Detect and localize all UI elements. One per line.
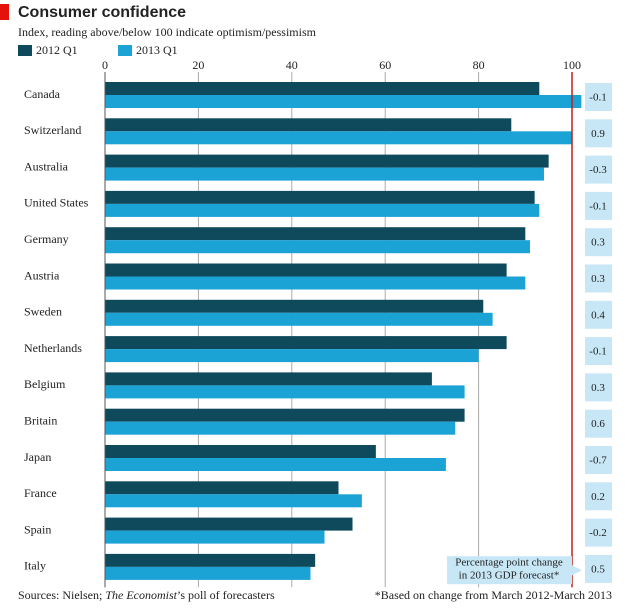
- y-tick-label: Spain: [24, 522, 51, 536]
- gdp-change: 0.2: [591, 491, 605, 503]
- y-tick-label: Britain: [24, 413, 57, 427]
- y-tick-label: Japan: [24, 450, 51, 464]
- gdp-box: [585, 337, 612, 366]
- footnote: *Based on change from March 2012-March 2…: [375, 588, 612, 602]
- bar: [105, 481, 339, 495]
- gdp-box: [585, 446, 612, 474]
- bar: [105, 421, 456, 435]
- gdp-box: [585, 83, 612, 111]
- gdp-change: -0.7: [589, 455, 607, 467]
- bar: [105, 263, 507, 277]
- gdp-change: -0.1: [589, 200, 606, 212]
- bar: [105, 154, 549, 168]
- bar: [105, 336, 507, 350]
- gdp-change: -0.1: [589, 92, 606, 104]
- y-tick-label: Australia: [24, 159, 69, 173]
- gdp-box: [585, 264, 612, 293]
- gdp-box: [585, 482, 612, 511]
- gdp-change: 0.9: [591, 128, 605, 140]
- bar: [105, 227, 526, 241]
- bar: [105, 131, 572, 145]
- bar: [105, 203, 540, 217]
- bar: [105, 82, 540, 95]
- x-tick-label: 100: [563, 58, 581, 72]
- legend-label: 2012 Q1: [36, 43, 78, 57]
- bar: [105, 408, 465, 422]
- legend-swatch: [118, 45, 132, 56]
- bar: [105, 458, 446, 471]
- chart-subtitle: Index, reading above/below 100 indicate …: [18, 25, 317, 39]
- gdp-label: in 2013 GDP forecast*: [459, 570, 560, 582]
- bar: [105, 190, 535, 204]
- gdp-change: 0.5: [591, 563, 605, 575]
- source-part: ’s poll of forecasters: [177, 588, 275, 602]
- source-part: The Economist: [105, 588, 177, 602]
- y-tick-label: Italy: [24, 559, 46, 573]
- gdp-change: 0.4: [591, 309, 605, 321]
- source-part: Sources: Nielsen;: [18, 588, 105, 602]
- brand-mark: [0, 4, 9, 20]
- bar: [105, 276, 526, 290]
- chart-title: Consumer confidence: [18, 4, 186, 21]
- gdp-change: -0.1: [589, 346, 606, 358]
- gdp-change: -0.3: [589, 164, 607, 176]
- bar: [105, 517, 353, 531]
- gdp-label-box: [447, 556, 572, 585]
- y-tick-label: Belgium: [24, 377, 66, 391]
- y-tick-label: Austria: [24, 268, 60, 282]
- bar: [105, 553, 316, 567]
- gdp-box: [585, 300, 612, 329]
- gdp-box: [585, 119, 612, 148]
- source: Sources: Nielsen; The Economist’s poll o…: [18, 588, 275, 602]
- bar: [105, 385, 465, 399]
- legend-swatch: [18, 45, 32, 56]
- x-tick-label: 0: [102, 58, 108, 72]
- y-tick-label: Sweden: [24, 305, 62, 319]
- x-tick-label: 40: [286, 58, 298, 72]
- bar: [105, 566, 311, 580]
- gdp-box: [585, 228, 612, 257]
- gdp-label: Percentage point change: [455, 557, 563, 569]
- bar: [105, 118, 512, 132]
- gdp-box: [585, 518, 612, 547]
- bar: [105, 349, 479, 363]
- x-tick-label: 20: [192, 58, 204, 72]
- x-tick-label: 60: [379, 58, 391, 72]
- y-tick-label: United States: [24, 196, 89, 210]
- gdp-label-pointer: [572, 565, 582, 576]
- y-tick-label: Netherlands: [24, 341, 82, 355]
- y-tick-label: Switzerland: [24, 123, 81, 137]
- bar: [105, 167, 544, 181]
- x-tick-label: 80: [473, 58, 485, 72]
- gdp-box: [585, 409, 612, 438]
- y-tick-label: Canada: [24, 87, 61, 101]
- bar: [105, 312, 493, 326]
- bar: [105, 240, 530, 254]
- gdp-change: 0.3: [591, 237, 605, 249]
- gdp-change: 0.3: [591, 382, 605, 394]
- bar: [105, 494, 362, 508]
- bar: [105, 299, 484, 313]
- gdp-box: [585, 155, 612, 184]
- gdp-box: [585, 191, 612, 220]
- y-tick-label: France: [24, 486, 57, 500]
- bar: [105, 445, 376, 458]
- bar: [105, 95, 582, 108]
- gdp-change: 0.6: [591, 418, 605, 430]
- gdp-change: 0.3: [591, 273, 605, 285]
- gdp-change: -0.2: [589, 527, 606, 539]
- bar: [105, 372, 432, 386]
- gdp-box: [585, 373, 612, 402]
- gdp-box: [585, 554, 612, 583]
- bar: [105, 530, 325, 544]
- y-tick-label: Germany: [24, 232, 69, 246]
- legend-label: 2013 Q1: [136, 43, 178, 57]
